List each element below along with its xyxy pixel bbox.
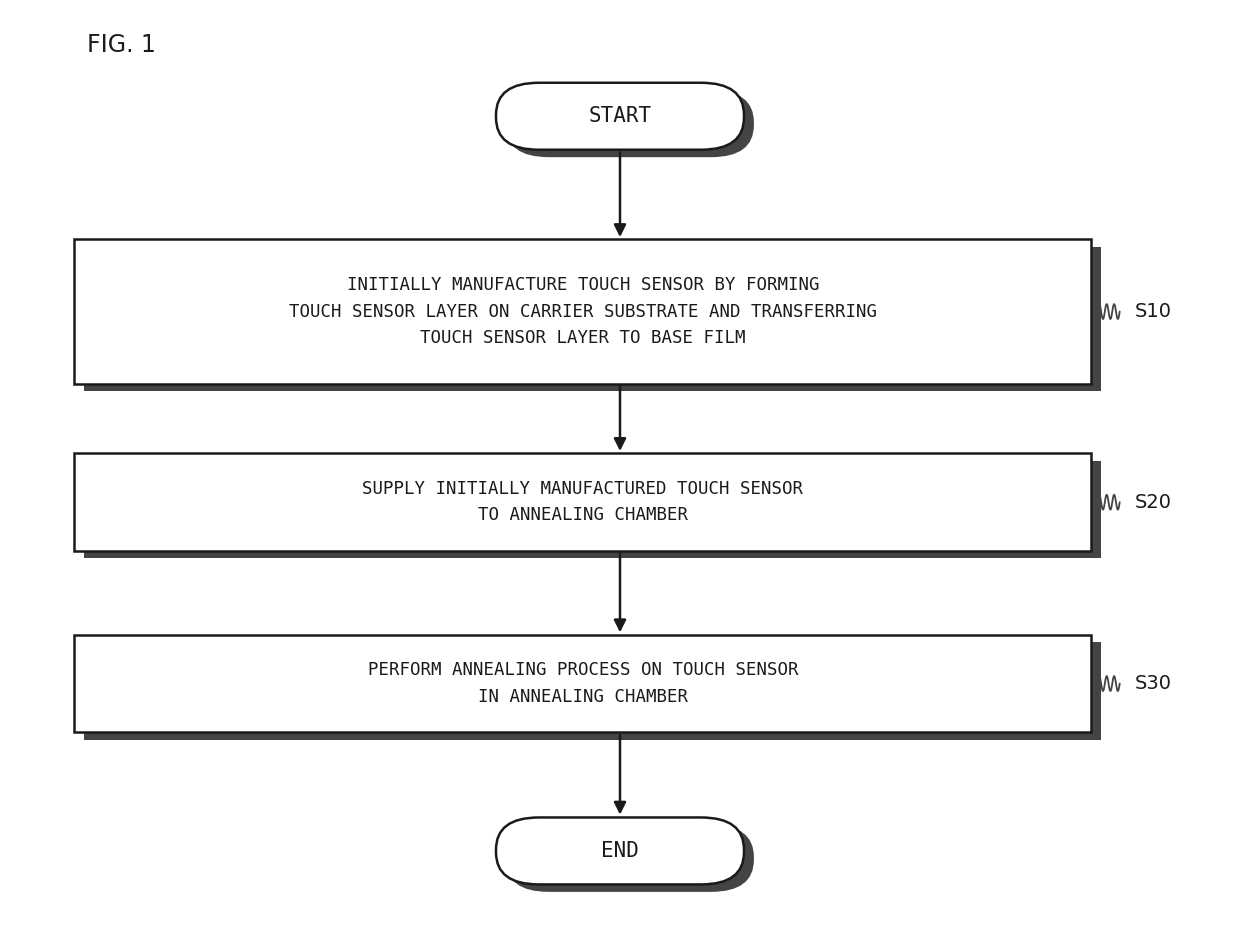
Text: INITIALLY MANUFACTURE TOUCH SENSOR BY FORMING
TOUCH SENSOR LAYER ON CARRIER SUBS: INITIALLY MANUFACTURE TOUCH SENSOR BY FO…: [289, 276, 877, 347]
FancyBboxPatch shape: [84, 642, 1101, 740]
Text: S30: S30: [1135, 674, 1172, 693]
Text: START: START: [589, 106, 651, 126]
FancyBboxPatch shape: [506, 90, 754, 157]
Text: END: END: [601, 841, 639, 861]
FancyBboxPatch shape: [496, 817, 744, 884]
Text: S20: S20: [1135, 493, 1172, 512]
Text: FIG. 1: FIG. 1: [87, 33, 156, 57]
FancyBboxPatch shape: [506, 825, 754, 892]
FancyBboxPatch shape: [74, 635, 1091, 733]
FancyBboxPatch shape: [84, 460, 1101, 558]
FancyBboxPatch shape: [84, 246, 1101, 392]
Text: PERFORM ANNEALING PROCESS ON TOUCH SENSOR
IN ANNEALING CHAMBER: PERFORM ANNEALING PROCESS ON TOUCH SENSO…: [367, 661, 799, 706]
FancyBboxPatch shape: [74, 240, 1091, 383]
Text: S10: S10: [1135, 302, 1172, 321]
FancyBboxPatch shape: [496, 83, 744, 150]
Text: SUPPLY INITIALLY MANUFACTURED TOUCH SENSOR
TO ANNEALING CHAMBER: SUPPLY INITIALLY MANUFACTURED TOUCH SENS…: [362, 480, 804, 525]
FancyBboxPatch shape: [74, 453, 1091, 551]
